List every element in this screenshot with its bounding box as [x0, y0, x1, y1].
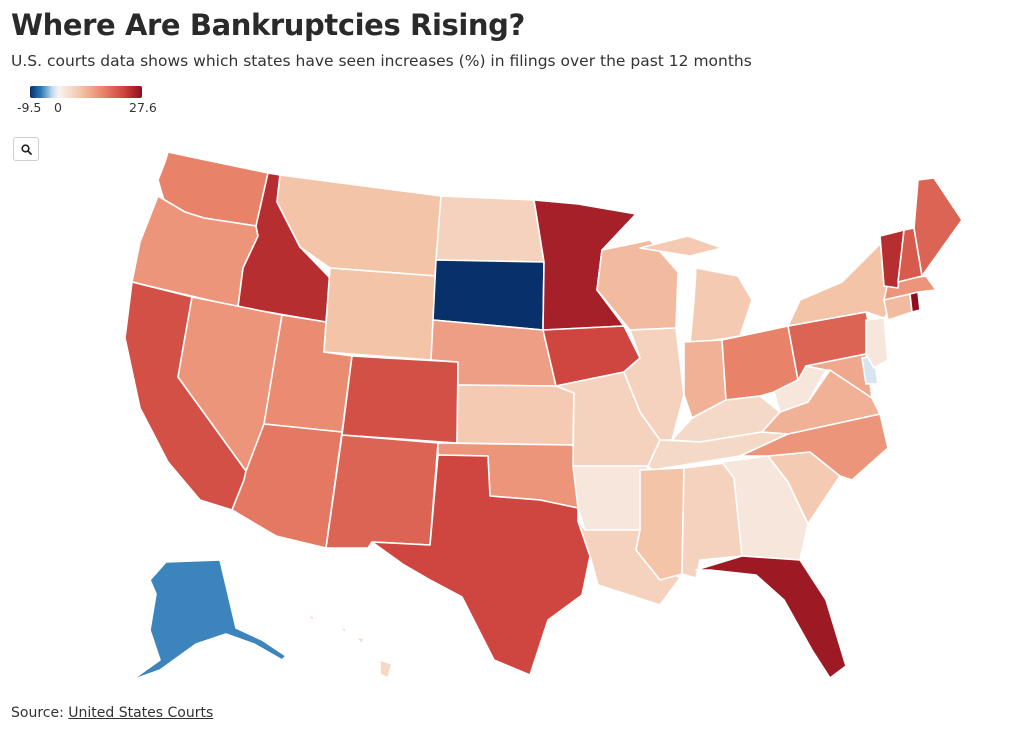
page-title: Where Are Bankruptcies Rising? [11, 8, 525, 42]
us-choropleth-map [124, 151, 963, 681]
state-tx[interactable] [371, 454, 591, 676]
state-co[interactable] [341, 355, 459, 444]
state-hi[interactable] [307, 615, 393, 679]
state-nc[interactable] [739, 413, 889, 481]
state-ak[interactable] [131, 559, 287, 681]
search-icon [21, 144, 32, 155]
search-button[interactable] [13, 137, 39, 161]
legend-gradient-bar [30, 86, 142, 98]
state-fl[interactable] [695, 555, 847, 679]
state-nd[interactable] [435, 195, 545, 263]
state-nm[interactable] [325, 434, 439, 549]
legend-zero-label: 0 [54, 100, 62, 115]
state-me[interactable] [913, 177, 963, 277]
state-vt[interactable] [879, 229, 905, 289]
source-note: Source: United States Courts [11, 705, 213, 721]
source-link[interactable]: United States Courts [68, 705, 214, 721]
state-nj[interactable] [865, 317, 889, 369]
source-prefix: Source: [11, 705, 64, 721]
state-ar[interactable] [572, 465, 649, 531]
color-legend: -9.5 0 27.6 [15, 84, 165, 118]
state-ks[interactable] [456, 384, 575, 446]
legend-min-label: -9.5 [17, 100, 42, 115]
page-subtitle: U.S. courts data shows which states have… [11, 52, 752, 70]
state-ri[interactable] [909, 291, 921, 313]
legend-max-label: 27.6 [129, 100, 157, 115]
state-wy[interactable] [323, 267, 437, 361]
state-sd[interactable] [432, 259, 545, 331]
